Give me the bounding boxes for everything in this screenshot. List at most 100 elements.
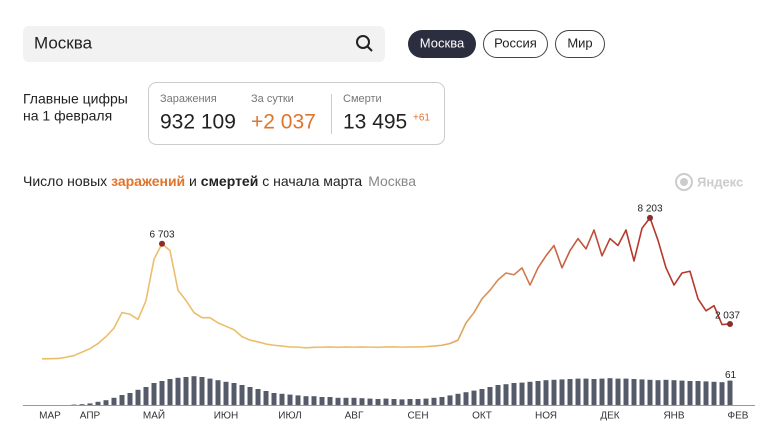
death-bar: [471, 390, 477, 405]
death-bar: [375, 399, 381, 405]
value-label: 8 203: [637, 204, 662, 215]
death-bar: [535, 381, 541, 405]
death-bar: [527, 381, 533, 405]
death-bar: [327, 397, 333, 405]
death-bar: [591, 379, 597, 405]
death-bar: [551, 379, 557, 405]
death-bar: [319, 397, 325, 405]
tab-active[interactable]: [408, 30, 476, 58]
summary-box: [148, 82, 445, 145]
death-bar: [511, 383, 517, 405]
death-bar: [415, 399, 421, 405]
death-bar: [631, 379, 637, 405]
death-bar: [143, 387, 149, 405]
death-bar: [359, 398, 365, 405]
death-bar: [279, 393, 285, 405]
tab-button[interactable]: [483, 30, 548, 58]
death-bar: [199, 377, 205, 405]
death-bar: [519, 382, 525, 405]
stat-value: +2 037: [251, 111, 316, 134]
x-tick-label: ЯНВ: [663, 411, 684, 422]
death-bar: [423, 398, 429, 405]
stat-value: 13 495: [343, 111, 407, 134]
peak-dot: [159, 240, 165, 247]
death-bar: [599, 378, 605, 405]
death-bar: [295, 395, 301, 405]
x-tick-label: АВГ: [345, 411, 364, 422]
x-tick-label: МАР: [39, 411, 61, 422]
logo-icon: [675, 173, 693, 191]
summary-heading: на 1 февраля: [23, 108, 112, 124]
death-bar: [343, 397, 349, 405]
x-tick-label: МАЙ: [143, 409, 165, 422]
death-bar: [719, 382, 725, 405]
stat-value: 932 109: [160, 111, 236, 134]
death-bar: [447, 395, 453, 405]
death-label: 61: [725, 370, 737, 381]
subtitle: Москва: [368, 173, 416, 189]
death-bar: [503, 384, 509, 405]
tab[interactable]: Россия: [494, 35, 537, 50]
x-tick-label: НОЯ: [535, 411, 557, 422]
death-bar: [111, 397, 117, 405]
summary-heading: Главные цифры: [23, 91, 128, 107]
title-part: и: [185, 173, 201, 189]
death-bar: [407, 399, 413, 405]
death-bar: [87, 403, 93, 405]
death-bar: [167, 379, 173, 405]
death-bar: [399, 399, 405, 405]
title-part: Число новых: [23, 173, 111, 189]
value-label: 6 703: [149, 229, 174, 240]
death-bar: [703, 381, 709, 405]
death-bar: [487, 387, 493, 405]
death-bar: [311, 396, 317, 405]
tab[interactable]: Москва: [420, 35, 465, 50]
death-bar: [583, 378, 589, 405]
death-bar: [103, 400, 109, 405]
x-tick-label: ФЕВ: [728, 411, 749, 422]
death-bar: [351, 397, 357, 405]
search-box[interactable]: [23, 26, 385, 62]
value-label: 2 037: [715, 311, 740, 322]
death-bar: [663, 379, 669, 405]
x-tick-label: ИЮН: [214, 411, 239, 422]
death-bar: [679, 380, 685, 405]
title-part: заражений: [111, 173, 185, 189]
death-bar: [687, 381, 693, 405]
logo: Яндекс: [697, 174, 743, 189]
death-bar: [191, 376, 197, 405]
death-bar: [431, 397, 437, 405]
death-bar: [607, 378, 613, 405]
death-bar: [647, 379, 653, 405]
peak-dot: [727, 320, 733, 327]
death-bar: [695, 381, 701, 405]
death-bar: [175, 377, 181, 405]
death-bar: [495, 385, 501, 405]
death-bar: [727, 380, 733, 405]
death-bar: [215, 380, 221, 405]
tab-button[interactable]: [555, 30, 605, 58]
death-bar: [119, 395, 125, 405]
search-query[interactable]: Москва: [34, 33, 93, 52]
death-bar: [567, 379, 573, 405]
tab[interactable]: Мир: [567, 35, 592, 50]
death-bar: [239, 385, 245, 405]
x-tick-label: ОКТ: [472, 411, 492, 422]
peak-dot: [647, 214, 653, 221]
stat-delta: +61: [413, 113, 430, 124]
death-bar: [575, 378, 581, 405]
death-bar: [223, 381, 229, 405]
stat-label: За сутки: [251, 93, 294, 105]
x-tick-label: ИЮЛ: [278, 411, 301, 422]
death-bar: [207, 378, 213, 405]
death-bar: [231, 383, 237, 405]
x-tick-label: СЕН: [407, 411, 428, 422]
search-icon[interactable]: [356, 35, 373, 52]
death-bar: [439, 397, 445, 405]
death-bar: [479, 389, 485, 405]
title-part: с начала марта: [258, 173, 362, 189]
death-bar: [95, 401, 101, 405]
x-tick-label: АПР: [80, 411, 101, 422]
